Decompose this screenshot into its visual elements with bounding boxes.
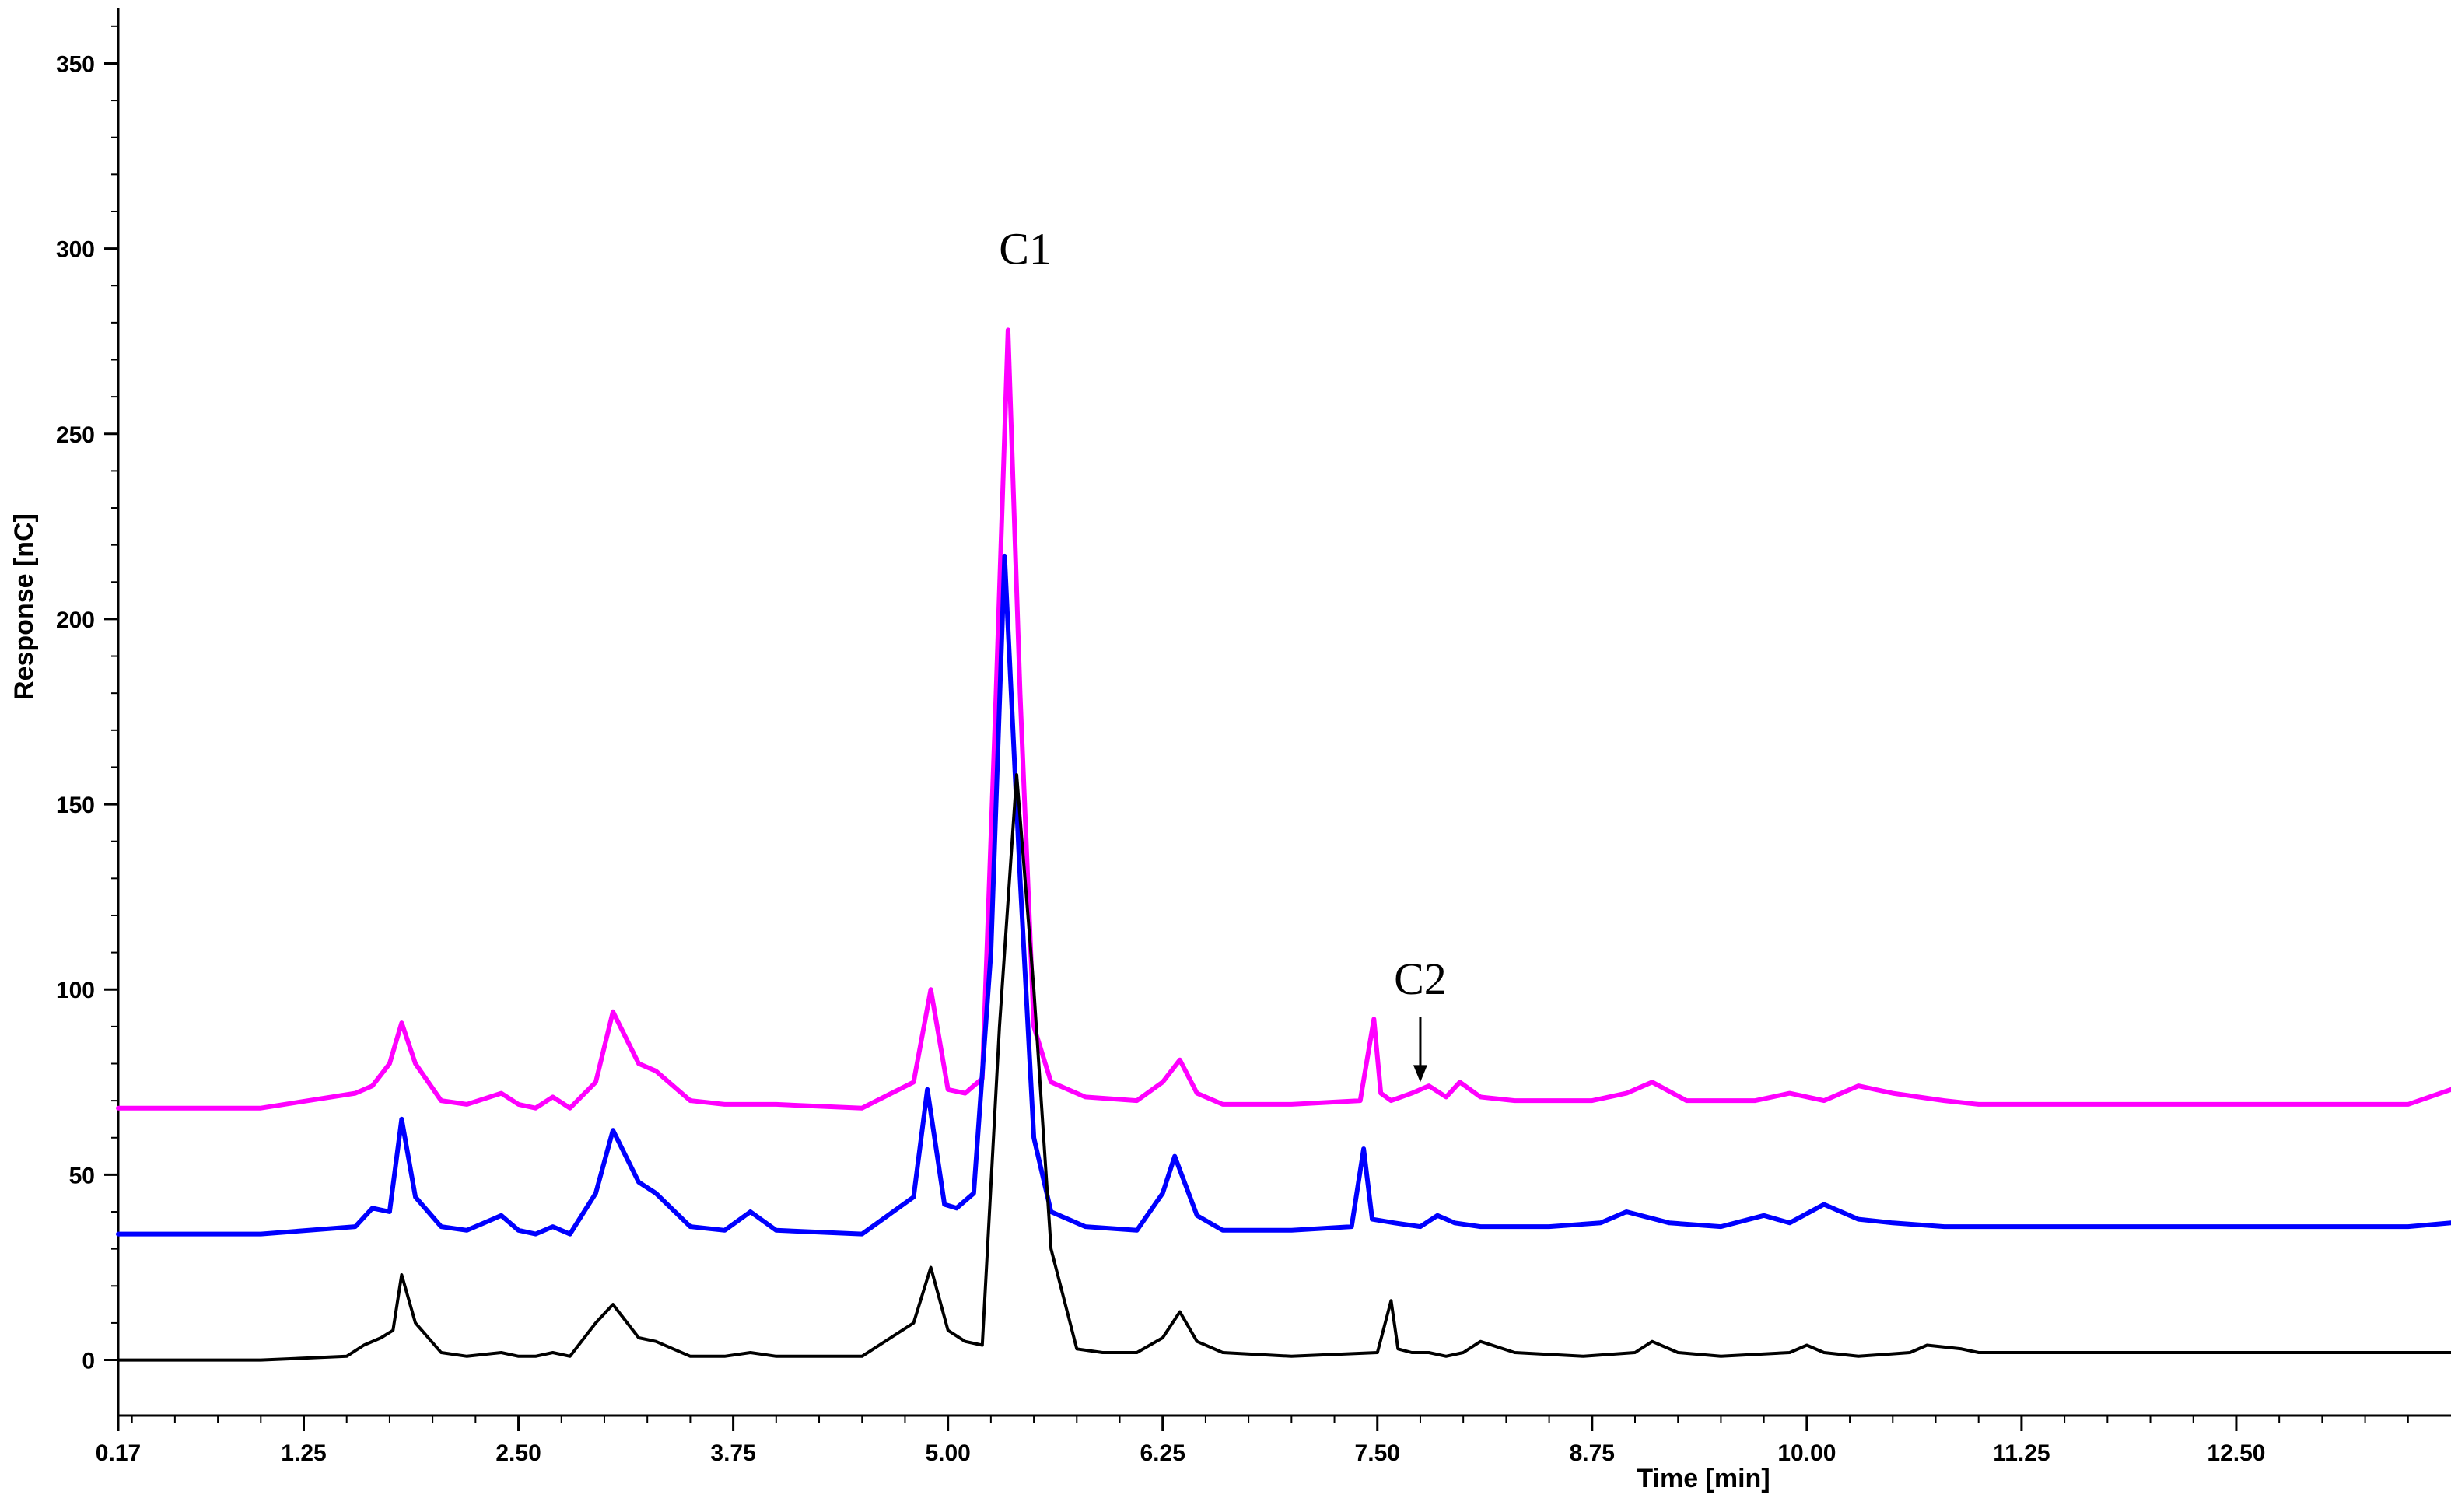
- annotation-arrow-head: [1413, 1065, 1427, 1083]
- x-tick-label: 1.25: [281, 1440, 326, 1466]
- chromatogram-trace-2: [116, 553, 2451, 1237]
- peak-annotation: C2: [1394, 954, 1447, 1004]
- series-layer: [116, 327, 2451, 1362]
- x-tick-label: 12.50: [2207, 1440, 2265, 1466]
- peak-annotation: C1: [999, 224, 1052, 275]
- x-tick-label: 3.75: [710, 1440, 755, 1466]
- y-tick-label: 100: [56, 978, 95, 1003]
- x-tick-label: 6.25: [1140, 1440, 1185, 1466]
- y-tick-label: 0: [82, 1349, 95, 1374]
- y-axis-title: Response [nC]: [9, 513, 39, 700]
- chromatogram-trace-3: [117, 773, 2451, 1362]
- annotation-layer: C1 C2: [999, 224, 1447, 1083]
- y-tick-label: 150: [56, 793, 95, 818]
- x-axis-title: Time [min]: [1637, 1464, 1770, 1493]
- x-tick-label: 7.50: [1355, 1440, 1400, 1466]
- y-tick-label: 350: [56, 51, 95, 77]
- x-tick-label: 8.75: [1570, 1440, 1615, 1466]
- x-tick-label: 11.25: [1993, 1440, 2050, 1466]
- chromatogram-trace-1: [116, 327, 2451, 1111]
- y-tick-label: 200: [56, 607, 95, 633]
- x-tick-label: 5.00: [925, 1440, 970, 1466]
- y-tick-label: 250: [56, 422, 95, 448]
- x-tick-label: 0.17: [96, 1440, 141, 1466]
- axes-layer: 0 50 100 150 200 250 300 350 0.17 1.25 2.50 3.75 5.0…: [56, 8, 2451, 1466]
- x-tick-label: 2.50: [495, 1440, 541, 1466]
- y-tick-label: 50: [69, 1163, 95, 1188]
- y-tick-label: 300: [56, 237, 95, 263]
- x-tick-label: 10.00: [1777, 1440, 1836, 1466]
